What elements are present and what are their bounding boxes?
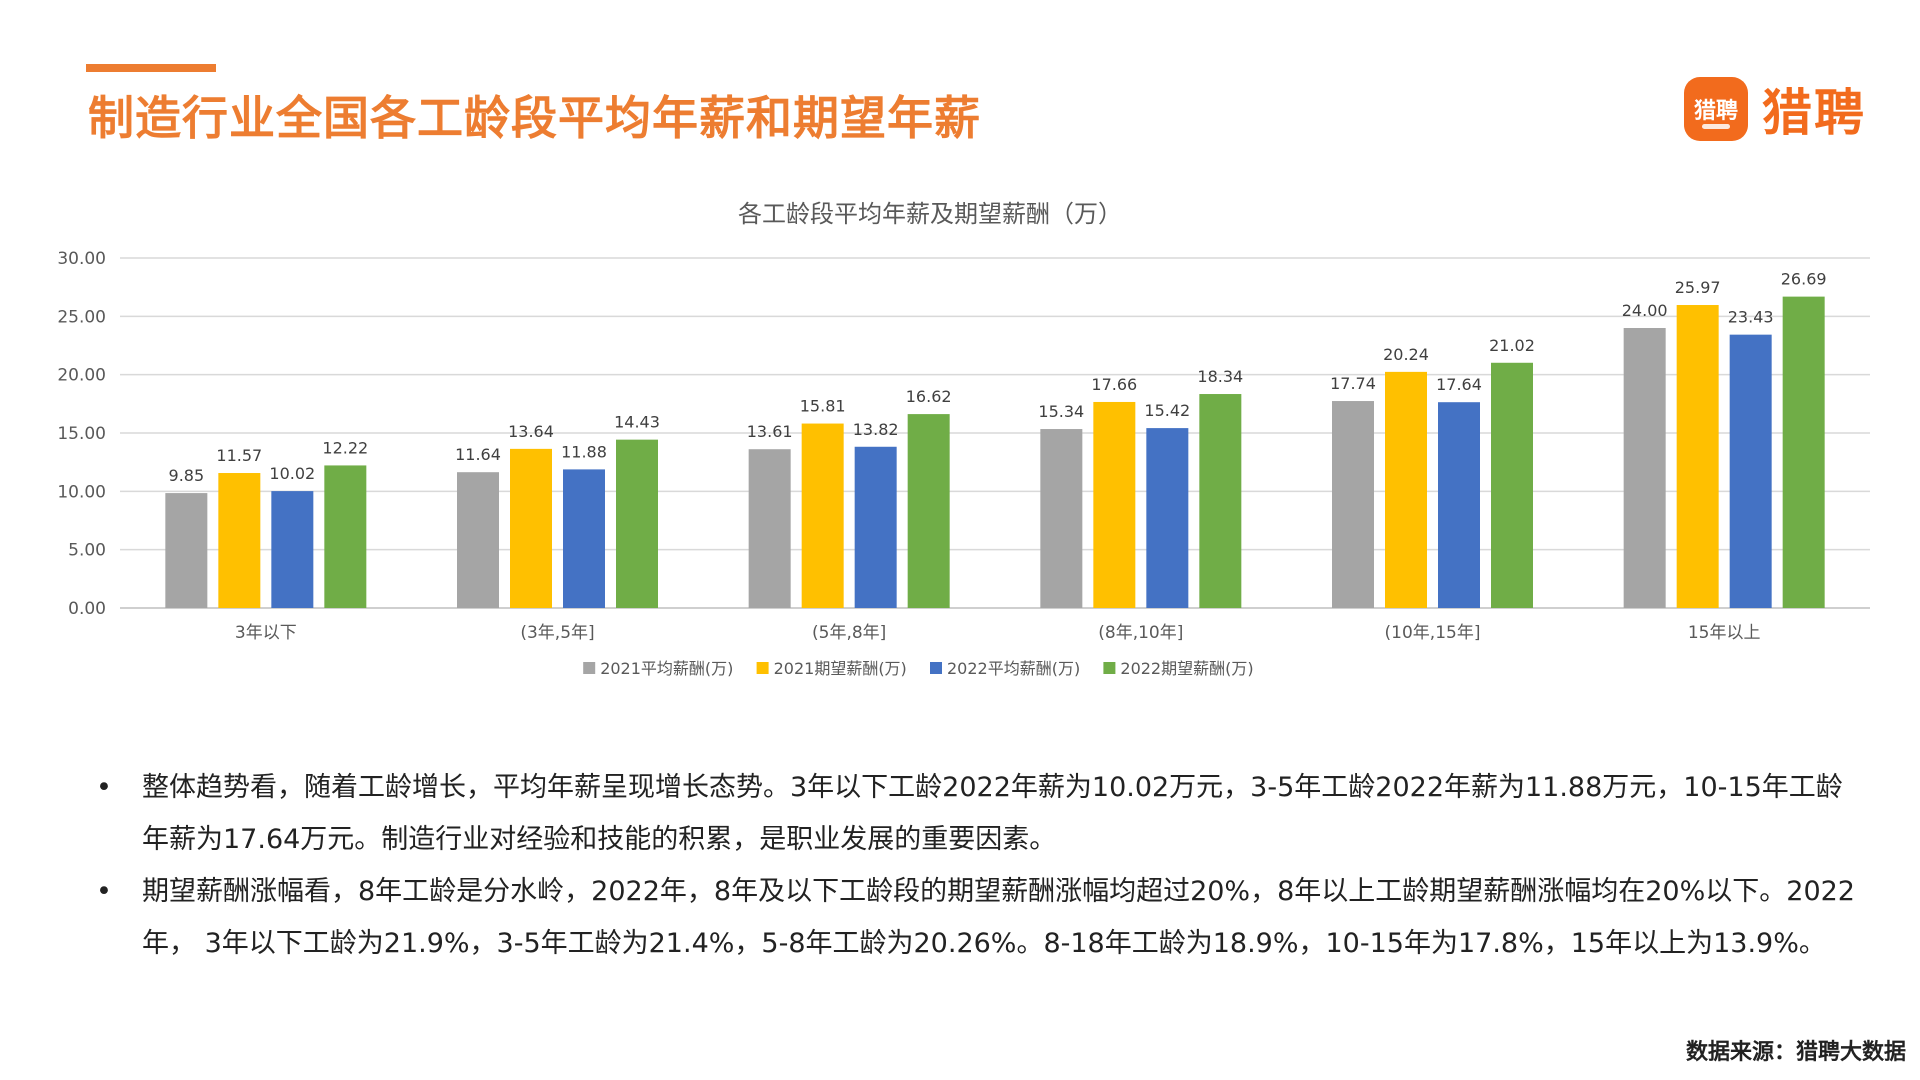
data-label: 20.24 — [1383, 345, 1429, 364]
data-label: 11.88 — [561, 442, 607, 461]
x-tick-label: (3年,5年] — [520, 623, 594, 643]
data-label: 17.74 — [1330, 374, 1376, 393]
bar — [1782, 296, 1825, 608]
data-label: 23.43 — [1728, 308, 1774, 327]
chart-gridlines — [120, 257, 1870, 609]
notes-list: • 整体趋势看，随着工龄增长，平均年薪呈现增长态势。3年以下工龄2022年薪为10… — [96, 762, 1856, 970]
y-tick-label: 0.00 — [68, 599, 106, 619]
chart-bars — [165, 296, 1825, 608]
data-label: 17.64 — [1436, 375, 1482, 394]
legend-label: 2021平均薪酬(万) — [600, 659, 733, 678]
bar — [1332, 401, 1374, 608]
x-axis: 3年以下 (3年,5年] (5年,8年] (8年,10年] (10年,15年] 15年以上 — [235, 623, 1761, 643]
bar — [271, 491, 314, 608]
note-text: 整体趋势看，随着工龄增长，平均年薪呈现增长态势。3年以下工龄2022年薪为10.… — [142, 772, 1843, 855]
data-label: 11.64 — [455, 445, 501, 464]
chart-legend: 2021平均薪酬(万) 2021期望薪酬(万) 2022平均薪酬(万) 2022期望薪… — [583, 659, 1254, 678]
bar — [1385, 371, 1427, 608]
title-accent-bar — [86, 64, 216, 72]
data-label: 24.00 — [1622, 301, 1668, 320]
data-label: 13.61 — [747, 422, 793, 441]
page-title: 制造行业全国各工龄段平均年薪和期望年薪 — [88, 91, 981, 145]
legend-swatch — [583, 662, 596, 674]
data-label: 26.69 — [1781, 270, 1827, 289]
bar — [510, 448, 552, 608]
bar — [616, 439, 658, 608]
data-labels: 9.85 11.57 10.02 12.22 11.64 13.64 11.88 14.43 1… — [169, 270, 1827, 485]
data-label: 17.66 — [1091, 375, 1137, 394]
bar — [854, 446, 897, 608]
legend-swatch — [930, 662, 942, 674]
x-tick-label: (10年,15年] — [1385, 623, 1481, 643]
y-axis: 0.00 5.00 10.00 15.00 20.00 25.00 30.00 — [57, 249, 106, 619]
salary-bar-chart: 各工龄段平均年薪及期望薪酬（万） 0.00 5.00 10.00 15.00 20.00… — [57, 200, 1870, 678]
bar — [1093, 401, 1136, 608]
legend-label: 2022平均薪酬(万) — [947, 659, 1080, 678]
brand-logo-icon: 猎聘 — [1684, 77, 1748, 141]
legend-swatch — [1103, 662, 1116, 674]
note-item: • 期望薪酬涨幅看，8年工龄是分水岭，2022年，8年及以下工龄段的期望薪酬涨幅均… — [96, 866, 1856, 970]
data-label: 15.34 — [1038, 402, 1084, 421]
y-tick-label: 15.00 — [57, 424, 106, 444]
y-tick-label: 20.00 — [57, 366, 106, 386]
x-tick-label: 3年以下 — [235, 623, 297, 643]
data-label: 15.81 — [800, 397, 846, 416]
bullet-icon: • — [96, 772, 112, 803]
bar — [907, 414, 950, 608]
bar — [1491, 362, 1533, 608]
bar — [563, 469, 605, 608]
legend-label: 2021期望薪酬(万) — [774, 659, 907, 678]
data-label: 14.43 — [614, 413, 660, 432]
brand-name: 猎聘 — [1762, 84, 1866, 142]
note-text: 期望薪酬涨幅看，8年工龄是分水岭，2022年，8年及以下工龄段的期望薪酬涨幅均超… — [142, 876, 1855, 959]
data-label: 11.57 — [216, 446, 262, 465]
data-label: 16.62 — [906, 387, 952, 406]
data-label: 15.42 — [1144, 401, 1190, 420]
bar — [801, 423, 844, 608]
bar — [1729, 334, 1772, 608]
data-label: 12.22 — [322, 438, 368, 457]
bullet-icon: • — [96, 876, 112, 907]
bar — [1623, 328, 1666, 608]
y-tick-label: 5.00 — [68, 541, 106, 561]
data-label: 18.34 — [1197, 367, 1243, 386]
bar — [1199, 394, 1242, 608]
bar — [1676, 305, 1719, 608]
bar — [165, 493, 208, 608]
y-tick-label: 25.00 — [57, 307, 106, 327]
data-label: 13.82 — [853, 420, 899, 439]
bar — [1438, 402, 1480, 608]
x-tick-label: 15年以上 — [1688, 623, 1761, 643]
legend-label: 2022期望薪酬(万) — [1120, 659, 1253, 678]
legend-swatch — [756, 662, 769, 674]
y-tick-label: 10.00 — [57, 482, 106, 502]
y-tick-label: 30.00 — [57, 249, 106, 269]
bar — [1040, 429, 1083, 608]
bar — [457, 472, 499, 608]
data-label: 9.85 — [169, 466, 205, 485]
chart-title: 各工龄段平均年薪及期望薪酬（万） — [738, 200, 1122, 228]
note-item: • 整体趋势看，随着工龄增长，平均年薪呈现增长态势。3年以下工龄2022年薪为10… — [96, 762, 1856, 866]
x-tick-label: (5年,8年] — [812, 623, 886, 643]
bar — [218, 473, 261, 608]
data-label: 13.64 — [508, 422, 554, 441]
x-tick-label: (8年,10年] — [1098, 623, 1183, 643]
data-label: 10.02 — [269, 464, 315, 483]
data-label: 21.02 — [1489, 336, 1535, 355]
bar — [748, 449, 791, 608]
bar — [1146, 428, 1189, 608]
data-label: 25.97 — [1675, 278, 1721, 297]
brand-logo: 猎聘 猎聘 — [1684, 76, 1866, 142]
data-source: 数据来源：猎聘大数据 — [1685, 1039, 1906, 1065]
bar — [324, 465, 367, 608]
